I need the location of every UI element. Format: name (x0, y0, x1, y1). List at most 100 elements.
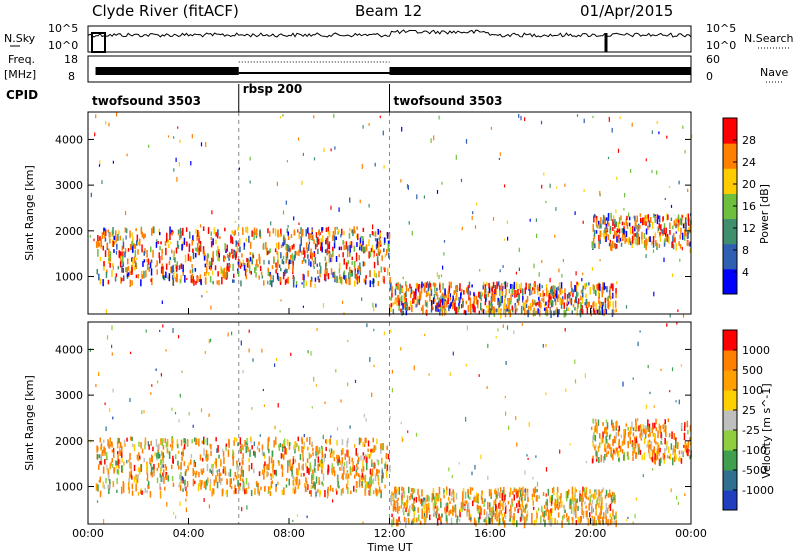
scatter-cell (609, 300, 611, 307)
scatter-noise (506, 220, 508, 224)
scatter-cell (420, 286, 423, 294)
scatter-cell (452, 489, 454, 494)
scatter-cell (236, 245, 239, 253)
scatter-cell (559, 288, 561, 295)
scatter-cell (460, 292, 462, 300)
scatter-cell (454, 298, 456, 305)
scatter-noise (584, 302, 586, 306)
scatter-cell (207, 262, 209, 267)
scatter-cell (513, 513, 515, 521)
scatter-cell (561, 290, 564, 294)
scatter-cell (441, 513, 443, 518)
scatter-cell (99, 236, 101, 241)
scatter-cell (553, 491, 555, 496)
scatter-cell (606, 286, 608, 293)
freq-band (95, 67, 239, 75)
scatter-cell (444, 288, 446, 296)
scatter-cell (518, 500, 520, 508)
scatter-cell (482, 281, 485, 286)
scatter-cell (364, 490, 367, 496)
scatter-cell (104, 459, 106, 465)
scatter-cell (355, 488, 357, 493)
scatter-cell (500, 509, 502, 515)
scatter-cell (179, 484, 182, 491)
scatter-cell (454, 506, 457, 514)
scatter-cell (321, 458, 323, 464)
scatter-noise (313, 266, 315, 270)
scatter-cell (619, 447, 622, 451)
scatter-cell (520, 288, 522, 294)
scatter-cell (394, 288, 397, 296)
scatter-cell (674, 452, 676, 457)
scatter-cell (526, 503, 528, 508)
scatter-cell (642, 424, 644, 432)
scatter-cell (226, 271, 229, 279)
scatter-cell (281, 259, 284, 264)
scatter-cell (316, 270, 319, 274)
scatter-cell (517, 289, 519, 295)
scatter-cell (292, 480, 294, 485)
scatter-cell (678, 458, 680, 462)
scatter-cell (180, 471, 182, 479)
scatter-cell (308, 467, 310, 475)
scatter-cell (306, 458, 309, 463)
scatter-cell (443, 495, 445, 499)
scatter-noise (513, 330, 515, 335)
scatter-cell (499, 289, 501, 297)
scatter-cell (421, 509, 424, 513)
scatter-noise (373, 307, 375, 312)
scatter-cell (512, 515, 514, 520)
scatter-cell (273, 440, 275, 448)
scatter-cell (180, 230, 182, 239)
scatter-cell (174, 257, 176, 263)
scatter-cell (244, 489, 246, 495)
scatter-cell (258, 490, 260, 496)
scatter-cell (647, 225, 649, 231)
scatter-cell (195, 438, 198, 445)
scatter-cell (445, 503, 447, 510)
scatter-cell (266, 463, 268, 470)
scatter-cell (363, 261, 366, 267)
scatter-cell (301, 229, 303, 238)
scatter-cell (191, 239, 193, 246)
scatter-cell (504, 505, 507, 511)
scatter-cell (608, 504, 610, 509)
scatter-cell (304, 483, 306, 488)
scatter-cell (612, 293, 615, 298)
scatter-cell (403, 502, 405, 509)
scatter-cell (598, 234, 600, 241)
scatter-cell (672, 243, 675, 250)
scatter-cell (488, 283, 490, 289)
scatter-cell (167, 475, 170, 482)
scatter-noise (656, 170, 658, 175)
scatter-cell (531, 299, 534, 307)
scatter-cell (155, 241, 158, 248)
scatter-noise (310, 351, 312, 356)
scatter-cell (543, 504, 546, 509)
scatter-noise (505, 361, 507, 365)
scatter-cell (301, 250, 303, 255)
scatter-noise (204, 350, 206, 354)
scatter-cell (425, 310, 427, 315)
scatter-cell (218, 475, 221, 483)
scatter-cell (553, 486, 555, 493)
scatter-cell (168, 243, 170, 249)
scatter-cell (666, 233, 669, 238)
scatter-cell (521, 496, 524, 501)
scatter-noise (400, 347, 402, 351)
scatter-cell (572, 304, 575, 308)
scatter-noise (382, 130, 384, 136)
scatter-cell (463, 290, 465, 295)
scatter-cell (109, 439, 111, 447)
scatter-cell (605, 429, 608, 435)
scatter-cell (213, 227, 216, 235)
scatter-cell (283, 487, 285, 496)
scatter-cell (363, 278, 366, 283)
scatter-cell (156, 269, 158, 275)
scatter-cell (451, 510, 454, 516)
scatter-cell (127, 482, 130, 490)
scatter-cell (322, 473, 325, 481)
scatter-noise (406, 308, 408, 311)
scatter-cell (613, 242, 616, 249)
scatter-cell (176, 261, 178, 270)
